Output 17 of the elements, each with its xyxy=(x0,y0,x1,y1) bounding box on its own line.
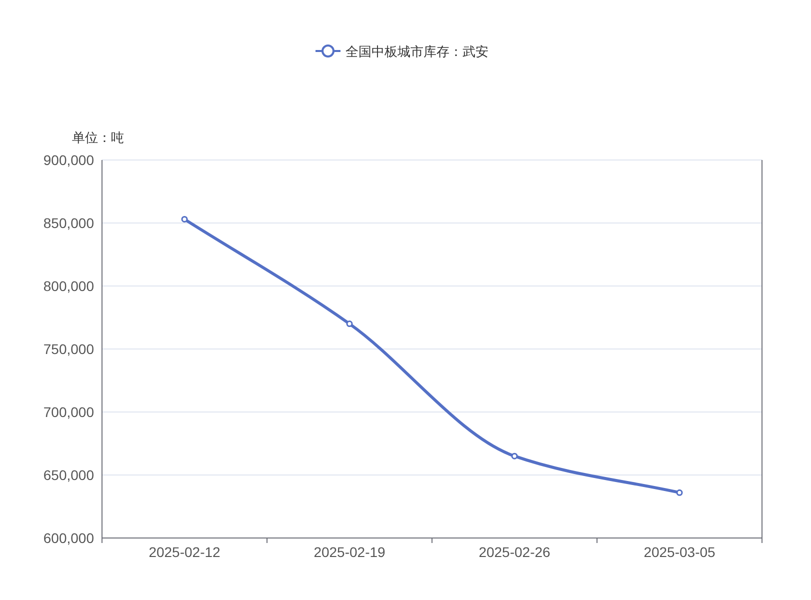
point xyxy=(511,452,518,460)
x-tick-label: 2025-02-19 xyxy=(314,544,386,560)
y-tick-label: 800,000 xyxy=(43,278,94,294)
legend-label: 全国中板城市库存：武安 xyxy=(346,44,488,59)
x-tick-label: 2025-02-26 xyxy=(478,544,551,560)
point xyxy=(346,320,353,328)
point xyxy=(676,489,683,496)
x-tick-label: 2025-02-12 xyxy=(148,544,221,560)
y-tick-label: 600,000 xyxy=(43,530,94,546)
y-axis-title: 单位：吨 xyxy=(72,130,124,145)
point xyxy=(181,216,188,222)
x-tick-label: 2025-03-05 xyxy=(644,544,716,560)
y-tick-label: 700,000 xyxy=(43,404,94,420)
y-tick-label: 900,000 xyxy=(43,152,94,168)
y-tick-label: 850,000 xyxy=(43,215,94,231)
y-tick-label: 650,000 xyxy=(43,467,94,483)
y-tick-label: 750,000 xyxy=(43,341,94,357)
